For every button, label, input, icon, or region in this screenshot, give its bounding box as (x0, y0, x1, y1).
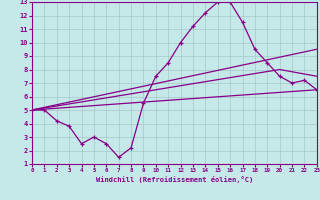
X-axis label: Windchill (Refroidissement éolien,°C): Windchill (Refroidissement éolien,°C) (96, 176, 253, 183)
